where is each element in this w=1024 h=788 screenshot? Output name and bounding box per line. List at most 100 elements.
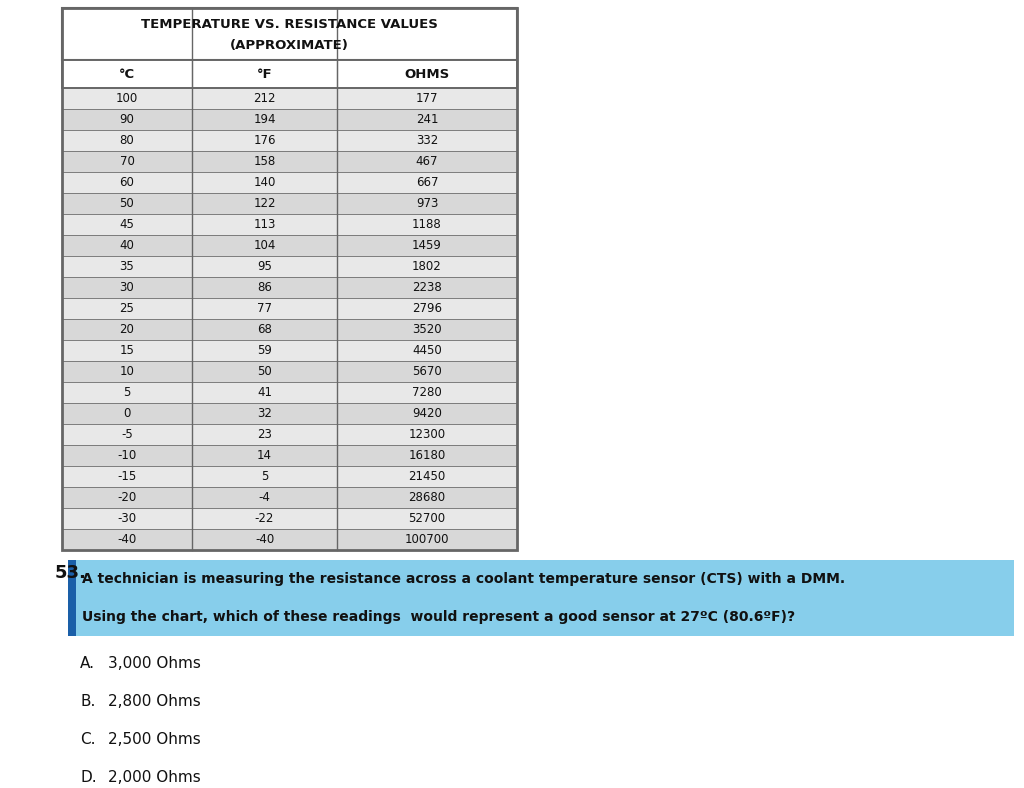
Bar <box>62 361 517 382</box>
Text: 20: 20 <box>120 323 134 336</box>
Text: 176: 176 <box>253 134 275 147</box>
Text: 100: 100 <box>116 92 138 105</box>
Text: 12300: 12300 <box>409 428 445 441</box>
Text: °C: °C <box>119 68 135 80</box>
Text: 7280: 7280 <box>412 386 442 399</box>
Bar <box>62 109 517 130</box>
Text: 35: 35 <box>120 260 134 273</box>
Bar <box>62 88 517 109</box>
Text: 52700: 52700 <box>409 512 445 525</box>
Text: 667: 667 <box>416 176 438 189</box>
Text: -22: -22 <box>255 512 274 525</box>
Text: 2,000 Ohms: 2,000 Ohms <box>108 770 201 785</box>
Bar <box>62 151 517 172</box>
Bar <box>62 172 517 193</box>
Text: B.: B. <box>80 694 95 709</box>
Text: 1188: 1188 <box>412 218 442 231</box>
Text: 104: 104 <box>253 239 275 252</box>
Bar <box>62 8 517 60</box>
Text: 0: 0 <box>123 407 131 420</box>
Text: 158: 158 <box>253 155 275 168</box>
Text: 2,500 Ohms: 2,500 Ohms <box>108 732 201 747</box>
Bar <box>62 8 517 550</box>
Text: (APPROXIMATE): (APPROXIMATE) <box>230 39 349 52</box>
Text: 973: 973 <box>416 197 438 210</box>
Bar <box>68 560 76 636</box>
Text: 21450: 21450 <box>409 470 445 483</box>
Text: 68: 68 <box>257 323 272 336</box>
Bar <box>62 298 517 319</box>
Bar <box>62 529 517 550</box>
Bar <box>68 560 1014 598</box>
Text: 95: 95 <box>257 260 272 273</box>
Bar <box>62 60 517 88</box>
Text: 16180: 16180 <box>409 449 445 462</box>
Text: 23: 23 <box>257 428 272 441</box>
Text: 15: 15 <box>120 344 134 357</box>
Bar <box>62 256 517 277</box>
Text: 212: 212 <box>253 92 275 105</box>
Text: 140: 140 <box>253 176 275 189</box>
Text: 60: 60 <box>120 176 134 189</box>
Text: 50: 50 <box>257 365 272 378</box>
Text: °F: °F <box>257 68 272 80</box>
Bar <box>62 487 517 508</box>
Text: 41: 41 <box>257 386 272 399</box>
Text: 113: 113 <box>253 218 275 231</box>
Text: 90: 90 <box>120 113 134 126</box>
Text: 1459: 1459 <box>412 239 442 252</box>
Text: 32: 32 <box>257 407 272 420</box>
Text: 332: 332 <box>416 134 438 147</box>
Text: 122: 122 <box>253 197 275 210</box>
Bar <box>62 235 517 256</box>
Text: -30: -30 <box>118 512 136 525</box>
Bar <box>62 319 517 340</box>
Text: 25: 25 <box>120 302 134 315</box>
Text: 5670: 5670 <box>412 365 442 378</box>
Text: 100700: 100700 <box>404 533 450 546</box>
Text: D.: D. <box>80 770 96 785</box>
Text: -40: -40 <box>255 533 274 546</box>
Text: 177: 177 <box>416 92 438 105</box>
Bar <box>68 598 1014 636</box>
Text: -40: -40 <box>118 533 136 546</box>
Text: 3520: 3520 <box>413 323 441 336</box>
Text: Using the chart, which of these readings  would represent a good sensor at 27ºC : Using the chart, which of these readings… <box>82 610 795 624</box>
Text: C.: C. <box>80 732 95 747</box>
Bar <box>62 130 517 151</box>
Text: 80: 80 <box>120 134 134 147</box>
Text: -20: -20 <box>118 491 136 504</box>
Text: 28680: 28680 <box>409 491 445 504</box>
Text: 50: 50 <box>120 197 134 210</box>
Bar <box>62 445 517 466</box>
Text: 70: 70 <box>120 155 134 168</box>
Bar <box>62 193 517 214</box>
Text: -4: -4 <box>259 491 270 504</box>
Text: TEMPERATURE VS. RESISTANCE VALUES: TEMPERATURE VS. RESISTANCE VALUES <box>141 18 438 32</box>
Bar <box>62 466 517 487</box>
Text: -15: -15 <box>118 470 136 483</box>
Bar <box>62 424 517 445</box>
Text: 45: 45 <box>120 218 134 231</box>
Text: 2238: 2238 <box>412 281 442 294</box>
Bar <box>62 277 517 298</box>
Text: 86: 86 <box>257 281 272 294</box>
Bar <box>62 403 517 424</box>
Bar <box>62 508 517 529</box>
Text: 77: 77 <box>257 302 272 315</box>
Text: OHMS: OHMS <box>404 68 450 80</box>
Text: 1802: 1802 <box>412 260 442 273</box>
Text: 2796: 2796 <box>412 302 442 315</box>
Text: 53.: 53. <box>55 564 87 582</box>
Text: 5: 5 <box>261 470 268 483</box>
Text: 14: 14 <box>257 449 272 462</box>
Text: 40: 40 <box>120 239 134 252</box>
Text: A technician is measuring the resistance across a coolant temperature sensor (CT: A technician is measuring the resistance… <box>82 572 845 586</box>
Text: 3,000 Ohms: 3,000 Ohms <box>108 656 201 671</box>
Text: 10: 10 <box>120 365 134 378</box>
Bar <box>62 382 517 403</box>
Text: 194: 194 <box>253 113 275 126</box>
Text: 30: 30 <box>120 281 134 294</box>
Text: 467: 467 <box>416 155 438 168</box>
Text: 2,800 Ohms: 2,800 Ohms <box>108 694 201 709</box>
